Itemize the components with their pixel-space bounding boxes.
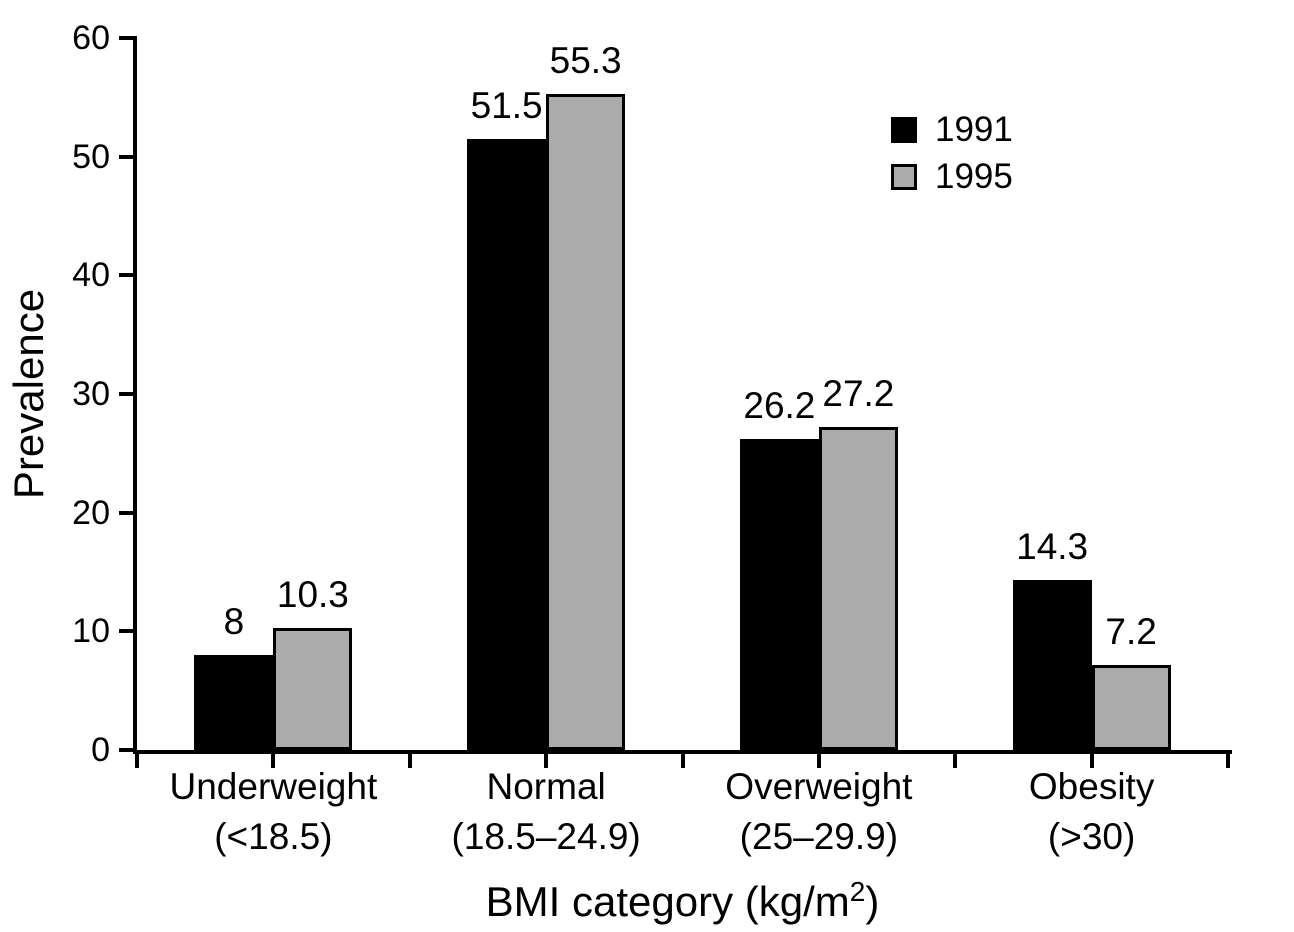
- category-name: Obesity: [1028, 766, 1155, 807]
- y-tick-label: 40: [72, 256, 110, 295]
- y-tick-label: 50: [72, 137, 110, 176]
- y-tick: [119, 36, 133, 40]
- x-tick: [407, 754, 412, 768]
- value-label-1991: 26.2: [743, 385, 816, 427]
- x-tick: [1226, 754, 1230, 768]
- x-tick: [271, 754, 276, 768]
- y-tick-label: 20: [72, 493, 110, 532]
- value-label-1991: 14.3: [1016, 526, 1089, 568]
- category-name: Overweight: [725, 766, 913, 807]
- value-label-1991: 8: [223, 601, 245, 643]
- legend: 1991 1995: [891, 110, 1013, 196]
- y-tick: [119, 392, 133, 396]
- x-axis-title: BMI category (kg/m2): [137, 876, 1228, 926]
- legend-label-1991: 1991: [935, 110, 1013, 149]
- bar-1995: [818, 427, 898, 750]
- value-label-1995: 27.2: [822, 373, 895, 415]
- x-category-label: Obesity (>30): [942, 762, 1242, 862]
- y-tick-label: 60: [72, 19, 110, 57]
- x-tick: [680, 754, 685, 768]
- legend-label-1995: 1995: [935, 157, 1013, 196]
- y-tick: [119, 748, 133, 752]
- bar-1995: [1091, 664, 1171, 750]
- category-range: (>30): [1047, 816, 1136, 857]
- category-name: Normal: [486, 766, 606, 807]
- y-tick-label: 10: [72, 612, 110, 651]
- bar-1991: [467, 138, 547, 750]
- bar-1991: [1012, 580, 1092, 750]
- bar-1995: [273, 627, 353, 750]
- y-tick: [119, 273, 133, 278]
- x-axis-title-close: ): [865, 878, 880, 925]
- value-label-1995: 10.3: [276, 573, 349, 615]
- y-tick-label: 0: [91, 731, 110, 769]
- x-category-label: Overweight (25–29.9): [669, 762, 969, 862]
- category-range: (18.5–24.9): [451, 816, 641, 857]
- x-axis-line: [133, 750, 1232, 754]
- x-category-label: Underweight (<18.5): [123, 762, 423, 862]
- category-range: (25–29.9): [739, 816, 899, 857]
- x-tick: [1089, 754, 1094, 768]
- bar-1991: [739, 439, 819, 750]
- y-tick: [119, 154, 133, 159]
- value-label-1995: 7.2: [1105, 610, 1157, 652]
- y-tick-label: 30: [72, 375, 110, 413]
- category-range: (<18.5): [214, 816, 333, 857]
- x-tick: [135, 754, 139, 768]
- y-tick: [119, 629, 133, 634]
- y-axis-line: [133, 36, 137, 754]
- x-category-label: Normal (18.5–24.9): [396, 762, 696, 862]
- x-tick: [816, 754, 821, 768]
- category-name: Underweight: [169, 766, 378, 807]
- legend-swatch-1995: [891, 164, 917, 190]
- x-axis-title-text: BMI category (kg/m: [485, 878, 850, 925]
- x-axis-title-superscript: 2: [849, 876, 866, 907]
- legend-swatch-1991: [891, 117, 917, 143]
- legend-item-1991: 1991: [891, 110, 1013, 149]
- value-label-1995: 55.3: [549, 39, 622, 81]
- value-label-1991: 51.5: [470, 84, 543, 126]
- y-tick: [119, 510, 133, 515]
- x-tick: [544, 754, 549, 768]
- bar-1991: [194, 655, 274, 750]
- bar-1995: [546, 93, 626, 750]
- x-tick: [953, 754, 958, 768]
- legend-item-1995: 1995: [891, 157, 1013, 196]
